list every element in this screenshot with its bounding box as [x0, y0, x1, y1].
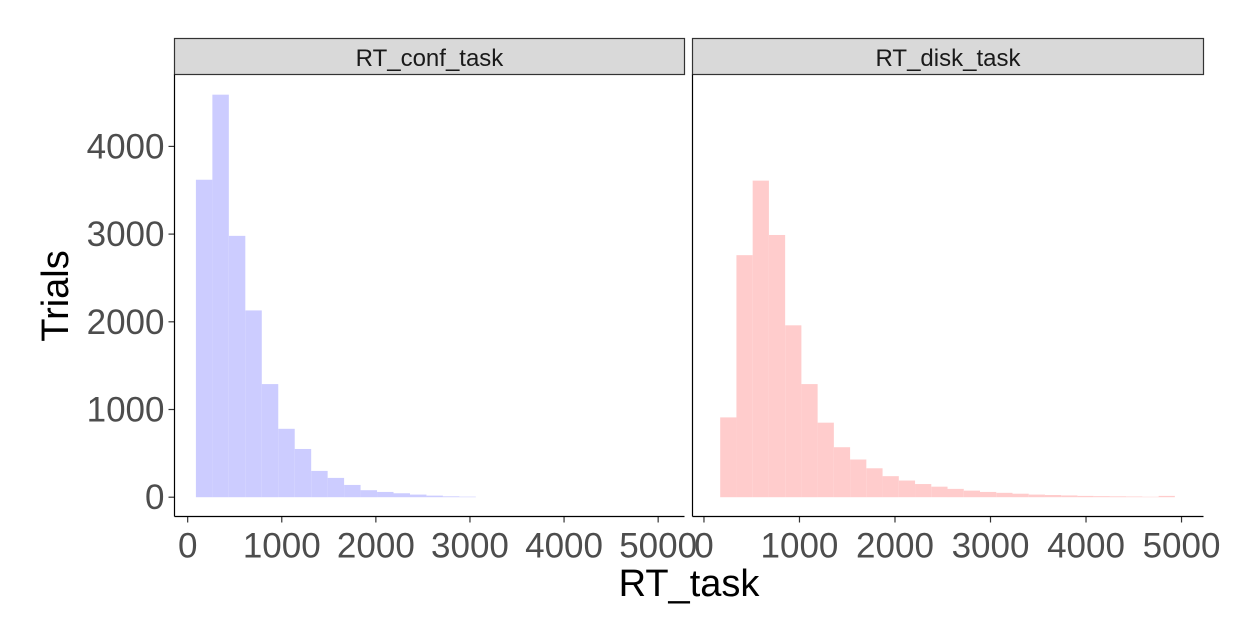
histogram-bar	[311, 470, 328, 498]
x-tick-label: 2000	[856, 527, 934, 566]
histogram-bar	[360, 490, 378, 498]
y-axis: 0 1000 2000 3000 4000	[87, 127, 175, 517]
histogram-bar	[752, 180, 769, 498]
histogram-bar	[442, 496, 460, 498]
strip-background	[173, 37, 686, 76]
histogram-bar	[768, 234, 786, 498]
y-tick-label: 2000	[87, 303, 165, 342]
histogram-bar	[898, 480, 916, 498]
histogram-bar	[1012, 493, 1029, 498]
panel-rt-conf-task: RT_conf_task 0 1000 2000 3000 4000 5000	[173, 37, 697, 566]
histogram-bar	[866, 468, 883, 498]
bars-group	[720, 180, 1175, 498]
histogram-bar	[736, 255, 753, 498]
histogram-bar	[426, 495, 443, 498]
x-tick-label: 4000	[525, 527, 603, 566]
histogram-bar	[327, 477, 345, 498]
histogram-bar	[915, 484, 932, 498]
x-tick-label: 5000	[1143, 527, 1221, 566]
x-axis-title: RT_task	[619, 563, 761, 605]
y-axis-title: Trials	[35, 250, 77, 341]
histogram-bar	[947, 488, 964, 498]
bars-group	[195, 94, 476, 498]
x-tick-label: 0	[178, 527, 197, 566]
x-tick-label: 3000	[952, 527, 1030, 566]
histogram-bar	[817, 422, 834, 498]
histogram-bar	[1158, 495, 1175, 498]
histogram-bar	[1077, 495, 1094, 498]
histogram-bar	[1126, 496, 1143, 498]
histogram-bar	[801, 384, 818, 498]
histogram-bar	[850, 459, 867, 498]
histogram-bar	[1093, 496, 1110, 498]
y-tick-label: 3000	[87, 215, 165, 254]
histogram-bar	[1061, 495, 1078, 498]
x-tick-label: 3000	[431, 527, 509, 566]
histogram-bar	[228, 235, 246, 498]
histogram-bar	[1044, 495, 1062, 498]
histogram-bar	[409, 494, 427, 498]
histogram-bar	[212, 94, 229, 498]
histogram-bar	[980, 491, 997, 498]
histogram-bar	[1028, 494, 1045, 498]
y-tick-label: 4000	[87, 127, 165, 166]
histogram-bar	[996, 492, 1013, 498]
x-axis-ticks: 0 1000 2000 3000 4000 5000	[178, 516, 697, 566]
x-tick-label: 5000	[619, 527, 697, 566]
panel-label: RT_disk_task	[876, 45, 1022, 72]
histogram-bar	[931, 486, 948, 498]
histogram-bar	[1109, 496, 1127, 498]
x-tick-label: 1000	[243, 527, 321, 566]
histogram-bar	[393, 493, 410, 498]
y-tick-label: 1000	[87, 391, 165, 430]
histogram-bar	[377, 491, 394, 498]
histogram-bar	[261, 384, 279, 498]
histogram-bar	[278, 428, 295, 498]
panel-rt-disk-task: RT_disk_task 0 1000 2000 3000 4000 5000	[691, 37, 1221, 566]
panel-label: RT_conf_task	[356, 45, 505, 72]
x-axis-ticks: 0 1000 2000 3000 4000 5000	[694, 516, 1221, 566]
histogram-bar	[344, 484, 361, 498]
x-tick-label: 2000	[337, 527, 415, 566]
histogram-bar	[459, 496, 476, 498]
y-tick-label: 0	[145, 478, 164, 517]
histogram-bar	[833, 447, 851, 498]
histogram-bar	[963, 490, 980, 498]
x-tick-label: 0	[694, 527, 713, 566]
histogram-bar	[720, 417, 737, 498]
x-tick-label: 4000	[1047, 527, 1125, 566]
histogram-bar	[195, 179, 213, 498]
histogram-bar	[294, 448, 312, 498]
x-tick-label: 1000	[761, 527, 839, 566]
strip-background	[691, 37, 1205, 76]
histogram-bar	[245, 310, 262, 498]
histogram-bar	[785, 325, 802, 498]
histogram-bar	[882, 476, 899, 498]
